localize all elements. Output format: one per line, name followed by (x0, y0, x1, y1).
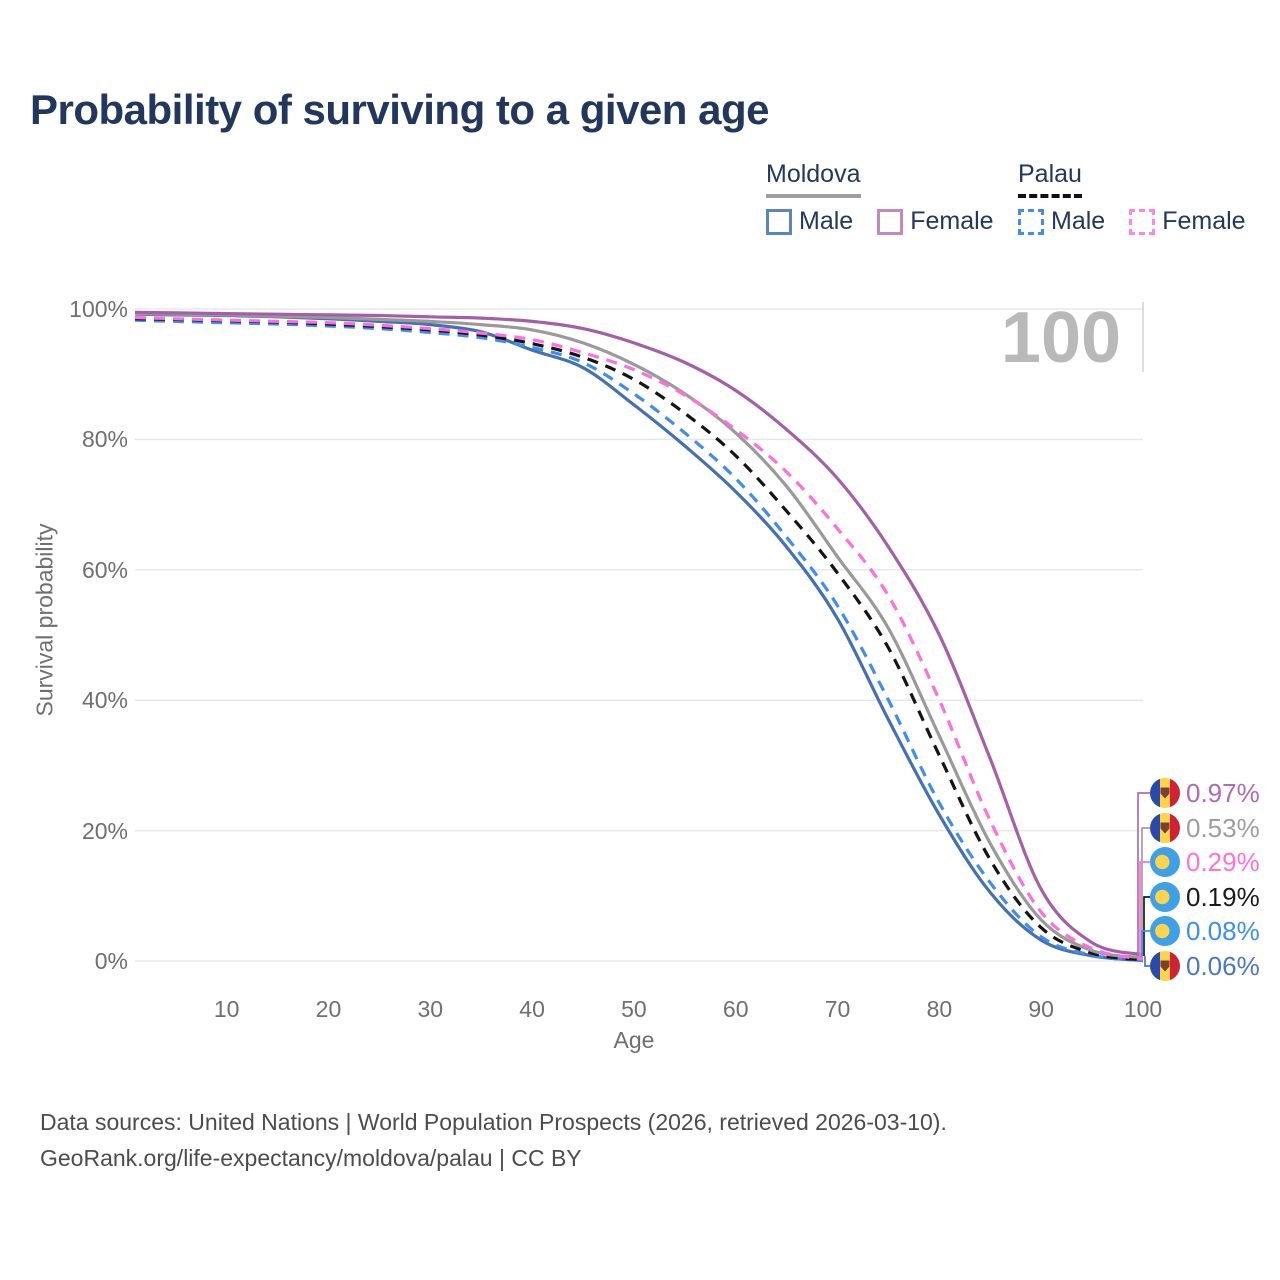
data-sources-line: Data sources: United Nations | World Pop… (40, 1109, 947, 1135)
end-label-moldova: 0.53% (1150, 812, 1260, 844)
legend-swatch-icon (1129, 208, 1156, 235)
end-label-palau-male: 0.08% (1150, 915, 1260, 947)
attribution-line: GeoRank.org/life-expectancy/moldova/pala… (40, 1145, 582, 1171)
end-label-value: 0.29% (1186, 846, 1260, 877)
y-tick-label: 60% (81, 556, 128, 583)
legend-country-label[interactable]: Moldova (766, 160, 861, 198)
y-tick-label: 80% (81, 426, 128, 453)
legend-item-palau-male[interactable]: Male (1018, 207, 1105, 236)
x-tick-label: 30 (417, 996, 444, 1022)
x-tick-label: 60 (722, 996, 749, 1022)
legend-group-palau: Palau Male Female (1018, 160, 1246, 236)
series-line-palau-male[interactable] (134, 318, 1144, 963)
legend-item-label: Male (799, 207, 854, 235)
footer: Data sources: United Nations | World Pop… (40, 1104, 947, 1176)
y-tick-label: 0% (94, 948, 128, 974)
x-tick-label: 100 (1123, 996, 1163, 1022)
series-line-palau[interactable] (134, 317, 1144, 962)
palau-flag-icon (1150, 847, 1180, 877)
palau-flag-icon (1150, 882, 1180, 912)
y-tick-label: 20% (81, 817, 128, 844)
end-label-moldova-female: 0.97% (1150, 777, 1260, 809)
legend-item-label: Female (1162, 207, 1246, 235)
legend-swatch-icon (1018, 208, 1044, 235)
end-label-value: 0.97% (1186, 777, 1260, 808)
x-tick-label: 10 (213, 996, 240, 1022)
end-label-palau-female: 0.29% (1150, 846, 1260, 878)
end-label-value: 0.06% (1186, 950, 1260, 981)
legend-item-label: Female (910, 207, 994, 235)
page-title: Probability of surviving to a given age (30, 86, 769, 133)
moldova-flag-icon (1150, 778, 1180, 808)
legend-item-moldova-female[interactable]: Female (877, 207, 994, 236)
end-label-moldova-male: 0.06% (1150, 950, 1260, 982)
x-tick-label: 40 (519, 996, 545, 1022)
series-line-palau-female[interactable] (134, 315, 1144, 961)
legend-swatch-icon (766, 208, 792, 235)
gridlines (135, 308, 1143, 962)
legend-group-moldova: Moldova Male Female (766, 160, 994, 236)
end-label-palau: 0.19% (1150, 881, 1260, 913)
end-label-value: 0.53% (1186, 812, 1260, 843)
legend-swatch-icon (877, 208, 904, 235)
series-line-moldova-female[interactable] (134, 310, 1144, 957)
x-tick-label: 80 (926, 996, 953, 1022)
x-axis-title: Age (613, 1027, 655, 1053)
x-tick-label: 20 (315, 996, 342, 1022)
x-tick-label: 50 (621, 996, 647, 1022)
palau-flag-icon (1150, 916, 1180, 946)
series-line-moldova[interactable] (134, 312, 1144, 960)
end-label-leader-lines (1137, 792, 1150, 967)
legend-country-label[interactable]: Palau (1018, 160, 1082, 198)
legend-item-label: Male (1051, 207, 1106, 235)
y-tick-label: 100% (69, 296, 128, 322)
legend-item-moldova-male[interactable]: Male (766, 207, 853, 236)
end-label-value: 0.19% (1186, 881, 1260, 912)
hover-age-watermark: 100 (1001, 298, 1121, 378)
end-label-value: 0.08% (1186, 915, 1260, 946)
x-tick-label: 90 (1028, 996, 1054, 1022)
y-tick-label: 40% (81, 687, 128, 714)
moldova-flag-icon (1150, 951, 1180, 981)
moldova-flag-icon (1150, 813, 1180, 843)
legend-item-palau-female[interactable]: Female (1129, 207, 1246, 236)
x-tick-label: 70 (824, 996, 851, 1022)
series-line-moldova-male[interactable] (134, 312, 1144, 963)
